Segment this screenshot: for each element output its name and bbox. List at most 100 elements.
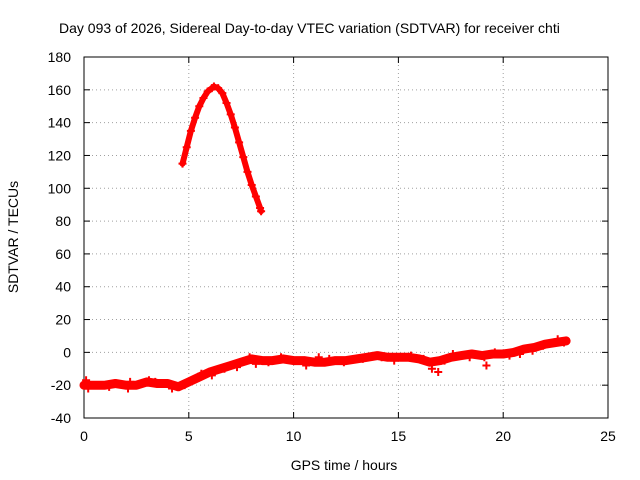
data-point [482,361,491,370]
plot-frame [83,56,609,419]
data-point [82,376,91,385]
series-band [179,83,265,215]
data-point [226,361,235,370]
data-point [235,138,244,147]
data-point [203,87,212,96]
y-tick-label: 180 [48,49,72,65]
data-point [427,364,436,373]
data-point [257,207,266,216]
data-point [465,353,474,362]
data-point [220,364,229,373]
data-point [80,381,88,390]
data-point [331,356,340,365]
data-point [377,353,386,362]
data-point [90,381,99,390]
data-point [247,180,256,189]
data-point [239,153,248,162]
y-tick-label: 40 [55,279,71,295]
x-axis-label: GPS time / hours [291,457,398,473]
data-point [539,341,548,350]
data-point [406,351,415,360]
data-point [440,356,449,365]
data-point [528,346,537,355]
data-point [230,123,239,132]
data-point [245,353,254,362]
y-tick-label: 160 [48,82,72,98]
data-point [434,368,443,377]
data-point [180,381,189,390]
data-point [186,126,195,135]
data-point [182,143,191,152]
data-point [559,338,568,347]
data-point [553,335,562,344]
y-tick-label: 140 [48,115,72,131]
data-point [209,82,218,91]
data-point [339,358,348,367]
series-arc-high [178,82,266,216]
data-point [425,358,434,367]
data-point [448,350,457,359]
data-point [390,356,399,365]
data-point [105,382,114,391]
data-point [394,353,403,362]
data-point [222,98,231,107]
data-point [168,384,177,393]
y-tick-label: -40 [51,410,71,426]
data-point [480,353,489,362]
data-points [79,82,571,393]
data-point [499,350,508,359]
data-point [264,358,273,367]
data-point [358,354,367,363]
data-point [163,379,172,388]
y-tick-label: 120 [48,147,72,163]
series-main [79,336,571,392]
data-point [300,356,309,365]
y-tick-label: 0 [63,344,71,360]
x-tick-label: 20 [495,428,511,444]
data-point [268,356,277,365]
data-point [490,348,499,357]
data-point [258,356,267,365]
x-tick-label: 25 [600,428,616,444]
data-point [124,384,133,393]
data-point [218,89,227,98]
data-point [132,381,141,390]
data-point [178,159,187,168]
data-point [289,356,298,365]
x-tick-label: 10 [286,428,302,444]
data-point [207,371,216,380]
data-point [174,382,183,391]
data-point [251,359,260,368]
data-point [100,381,109,390]
data-point [197,369,206,378]
x-tick-label: 5 [185,428,193,444]
data-point [237,358,246,367]
data-point [191,113,200,122]
data-point [84,384,93,393]
y-tick-label: 60 [55,246,71,262]
data-point [126,377,135,386]
data-point [199,94,208,103]
data-point [325,354,334,363]
data-point [302,361,311,370]
data-point [226,110,235,119]
y-tick-label: 20 [55,312,71,328]
data-point [184,377,193,386]
axis-ticks: 0 5 10 15 20 25 -40 -20 0 20 40 60 80 100 120 140 160 180 [48,49,616,444]
data-point [111,379,120,388]
data-point [195,102,204,111]
y-tick-label: 80 [55,213,71,229]
data-point [373,351,382,360]
data-point [419,354,428,363]
y-tick-label: 100 [48,180,72,196]
data-point [277,353,286,362]
x-tick-label: 15 [391,428,407,444]
chart-title: Day 093 of 2026, Sidereal Day-to-day VTE… [59,20,560,36]
data-point [362,353,371,362]
y-axis-label: SDTVAR / TECUs [5,181,21,293]
data-point [505,351,514,360]
x-tick-label: 0 [80,428,88,444]
data-point [233,363,242,372]
series-scatter [82,335,568,393]
